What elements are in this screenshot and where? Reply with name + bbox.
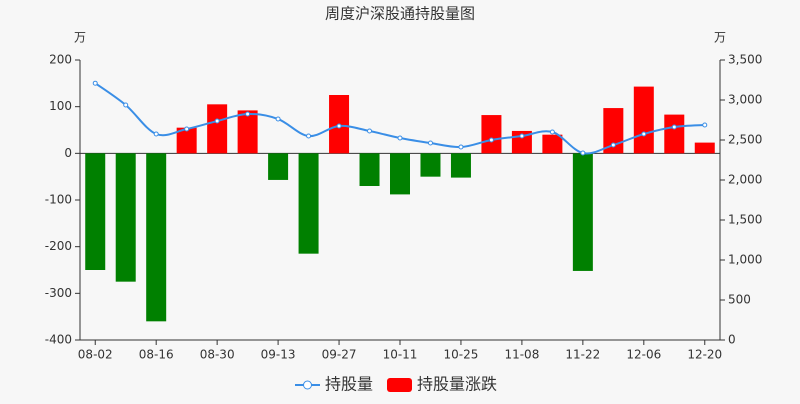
line-point bbox=[549, 129, 555, 135]
line-point bbox=[580, 150, 586, 156]
legend-swatch bbox=[387, 378, 412, 392]
x-tick-label: 11-22 bbox=[565, 348, 600, 362]
x-tick-label: 08-16 bbox=[139, 348, 174, 362]
line-point bbox=[123, 102, 129, 108]
bar bbox=[176, 127, 197, 154]
line-point bbox=[367, 128, 373, 134]
bar bbox=[694, 142, 715, 154]
bar bbox=[268, 153, 289, 180]
legend-marker bbox=[303, 380, 312, 390]
x-tick-label: 12-06 bbox=[626, 348, 661, 362]
line-point bbox=[306, 133, 312, 139]
bar bbox=[542, 134, 563, 154]
bar bbox=[115, 153, 136, 282]
bar bbox=[481, 115, 502, 154]
y-unit: 万 bbox=[74, 31, 86, 45]
bar bbox=[359, 153, 380, 186]
y-tick-label: 0 bbox=[64, 146, 72, 160]
y2-tick-label: 0 bbox=[728, 333, 736, 347]
x-tick-label: 12-20 bbox=[687, 348, 722, 362]
bar bbox=[633, 86, 654, 154]
line-point bbox=[519, 133, 525, 139]
bar bbox=[207, 104, 228, 154]
x-tick-label: 09-13 bbox=[261, 348, 296, 362]
y-tick-label: -100 bbox=[45, 193, 72, 207]
bar bbox=[237, 110, 258, 154]
y2-tick-label: 3,000 bbox=[728, 93, 762, 107]
bar bbox=[664, 114, 685, 154]
bar bbox=[450, 153, 471, 178]
line-point bbox=[153, 131, 159, 137]
y-tick-label: 100 bbox=[49, 99, 72, 113]
line-point bbox=[671, 124, 677, 130]
bar bbox=[85, 153, 106, 270]
line-point bbox=[641, 131, 647, 137]
line-point bbox=[610, 142, 616, 148]
line-point bbox=[488, 137, 494, 143]
y2-tick-label: 500 bbox=[728, 293, 751, 307]
y-tick-label: -300 bbox=[45, 286, 72, 300]
line-point bbox=[397, 135, 403, 141]
line-point bbox=[336, 123, 342, 129]
line-point bbox=[275, 116, 281, 122]
line-point bbox=[427, 140, 433, 146]
y2-tick-label: 2,500 bbox=[728, 133, 762, 147]
line-point bbox=[214, 118, 220, 124]
line-point bbox=[184, 126, 190, 132]
x-tick-label: 11-08 bbox=[504, 348, 539, 362]
line-point bbox=[245, 111, 251, 117]
y-tick-label: 200 bbox=[49, 53, 72, 67]
y2-unit: 万 bbox=[714, 31, 726, 45]
y-tick-label: -400 bbox=[45, 333, 72, 347]
bar bbox=[420, 153, 441, 177]
y2-tick-label: 3,500 bbox=[728, 53, 762, 67]
x-tick-label: 08-02 bbox=[78, 348, 113, 362]
legend-label: 持股量 bbox=[325, 375, 373, 394]
line-point bbox=[702, 122, 708, 128]
legend-label: 持股量涨跌 bbox=[417, 375, 497, 394]
y2-tick-label: 1,500 bbox=[728, 213, 762, 227]
x-tick-label: 10-11 bbox=[383, 348, 418, 362]
x-tick-label: 09-27 bbox=[322, 348, 357, 362]
chart-title: 周度沪深股通持股量图 bbox=[325, 5, 475, 23]
x-tick-label: 10-25 bbox=[444, 348, 479, 362]
bar bbox=[603, 108, 624, 154]
line-point bbox=[458, 144, 464, 150]
y-tick-label: -200 bbox=[45, 239, 72, 253]
x-tick-label: 08-30 bbox=[200, 348, 235, 362]
bar bbox=[298, 153, 319, 254]
bar bbox=[390, 153, 410, 195]
line-point bbox=[92, 80, 98, 86]
y2-tick-label: 1,000 bbox=[728, 253, 762, 267]
y2-tick-label: 2,000 bbox=[728, 173, 762, 187]
bar bbox=[572, 153, 593, 271]
bar bbox=[146, 153, 167, 322]
